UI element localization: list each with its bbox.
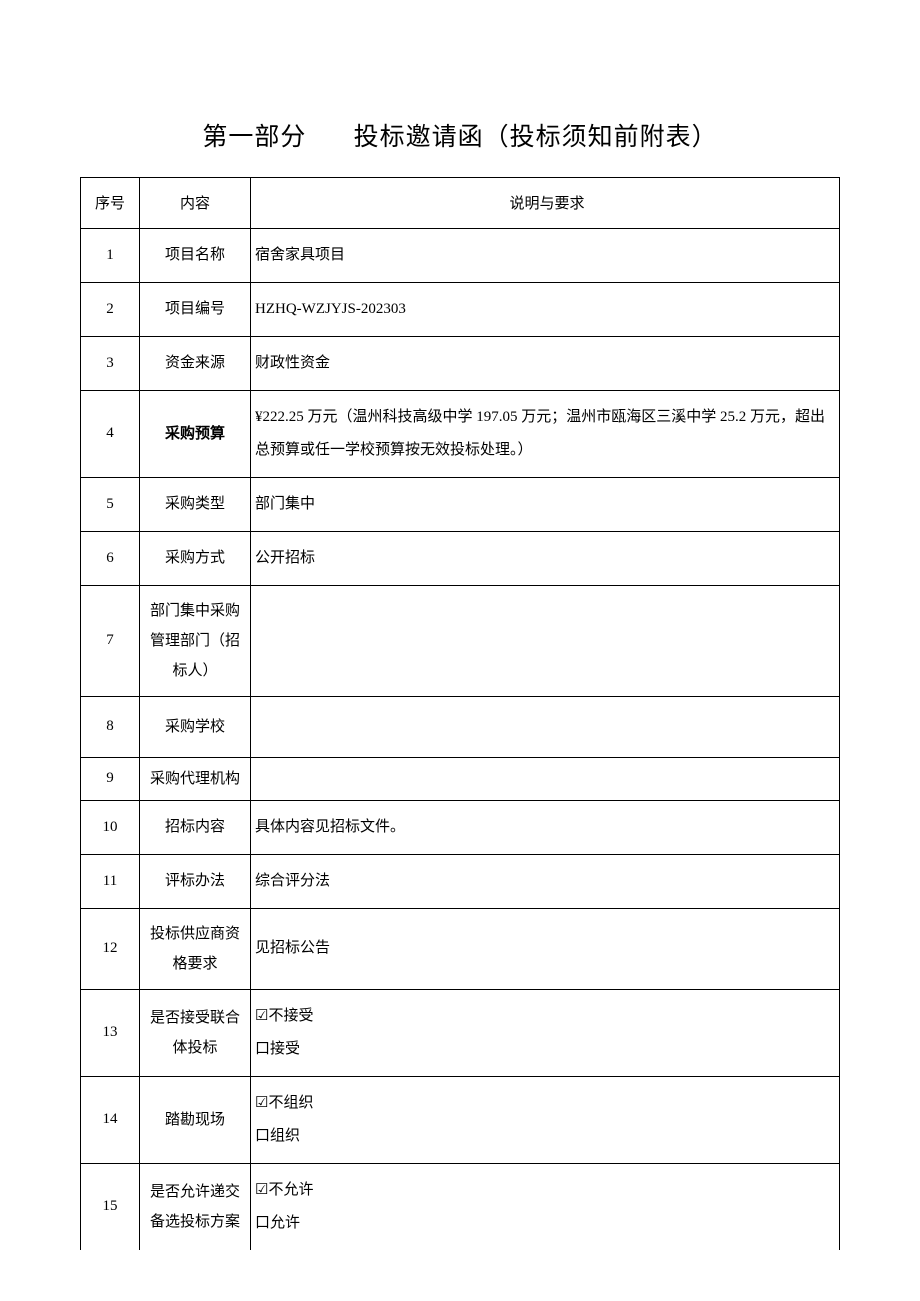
cell-label: 项目名称 xyxy=(140,228,251,282)
cell-desc: 公开招标 xyxy=(251,531,840,585)
cell-desc: 具体内容见招标文件。 xyxy=(251,800,840,854)
table-row: 6 采购方式 公开招标 xyxy=(81,531,840,585)
table-row: 13 是否接受联合体投标 ☑不接受 口接受 xyxy=(81,989,840,1076)
cell-num: 10 xyxy=(81,800,140,854)
page-title: 第一部分 投标邀请函（投标须知前附表） xyxy=(80,117,840,153)
cell-num: 11 xyxy=(81,854,140,908)
option-reject: ☑不接受 xyxy=(255,1000,835,1033)
cell-num: 9 xyxy=(81,757,140,800)
table-row: 9 采购代理机构 xyxy=(81,757,840,800)
title-part2: 投标邀请函（投标须知前附表） xyxy=(354,124,718,151)
cell-num: 15 xyxy=(81,1163,140,1250)
bid-table: 序号 内容 说明与要求 1 项目名称 宿舍家具项目 2 项目编号 HZHQ-WZ… xyxy=(80,177,840,1250)
cell-label: 采购方式 xyxy=(140,531,251,585)
cell-desc: ☑不组织 口组织 xyxy=(251,1076,840,1163)
table-row: 10 招标内容 具体内容见招标文件。 xyxy=(81,800,840,854)
table-row: 11 评标办法 综合评分法 xyxy=(81,854,840,908)
option-allow: 口允许 xyxy=(255,1207,835,1240)
option-accept: 口接受 xyxy=(255,1033,835,1066)
cell-label: 是否允许递交备选投标方案 xyxy=(140,1163,251,1250)
cell-desc: ☑不允许 口允许 xyxy=(251,1163,840,1250)
table-row: 1 项目名称 宿舍家具项目 xyxy=(81,228,840,282)
cell-label: 是否接受联合体投标 xyxy=(140,989,251,1076)
cell-desc xyxy=(251,585,840,696)
header-num: 序号 xyxy=(81,177,140,228)
cell-num: 3 xyxy=(81,336,140,390)
cell-label: 评标办法 xyxy=(140,854,251,908)
cell-label: 采购代理机构 xyxy=(140,757,251,800)
cell-num: 12 xyxy=(81,908,140,989)
table-header-row: 序号 内容 说明与要求 xyxy=(81,177,840,228)
cell-num: 8 xyxy=(81,696,140,757)
cell-label: 采购类型 xyxy=(140,477,251,531)
cell-desc: 宿舍家具项目 xyxy=(251,228,840,282)
table-row: 14 踏勘现场 ☑不组织 口组织 xyxy=(81,1076,840,1163)
table-row: 3 资金来源 财政性资金 xyxy=(81,336,840,390)
cell-desc xyxy=(251,757,840,800)
cell-label: 采购学校 xyxy=(140,696,251,757)
cell-num: 5 xyxy=(81,477,140,531)
cell-desc: 部门集中 xyxy=(251,477,840,531)
cell-desc: ☑不接受 口接受 xyxy=(251,989,840,1076)
option-no-organize: ☑不组织 xyxy=(255,1087,835,1120)
cell-desc: 综合评分法 xyxy=(251,854,840,908)
cell-label: 招标内容 xyxy=(140,800,251,854)
cell-num: 13 xyxy=(81,989,140,1076)
cell-desc: 见招标公告 xyxy=(251,908,840,989)
cell-desc: HZHQ-WZJYJS-202303 xyxy=(251,282,840,336)
document-page: 第一部分 投标邀请函（投标须知前附表） 序号 内容 说明与要求 1 项目名称 宿… xyxy=(0,0,920,1300)
cell-num: 6 xyxy=(81,531,140,585)
cell-desc: ¥222.25 万元（温州科技高级中学 197.05 万元；温州市瓯海区三溪中学… xyxy=(251,390,840,477)
cell-num: 14 xyxy=(81,1076,140,1163)
header-desc: 说明与要求 xyxy=(251,177,840,228)
cell-label: 采购预算 xyxy=(140,390,251,477)
cell-label: 投标供应商资格要求 xyxy=(140,908,251,989)
cell-desc: 财政性资金 xyxy=(251,336,840,390)
option-not-allow: ☑不允许 xyxy=(255,1174,835,1207)
cell-desc xyxy=(251,696,840,757)
table-row: 8 采购学校 xyxy=(81,696,840,757)
table-row: 5 采购类型 部门集中 xyxy=(81,477,840,531)
table-row: 7 部门集中采购管理部门（招标人） xyxy=(81,585,840,696)
option-organize: 口组织 xyxy=(255,1120,835,1153)
cell-num: 7 xyxy=(81,585,140,696)
header-label: 内容 xyxy=(140,177,251,228)
cell-label: 资金来源 xyxy=(140,336,251,390)
title-part1: 第一部分 xyxy=(202,117,306,153)
cell-label: 部门集中采购管理部门（招标人） xyxy=(140,585,251,696)
table-row: 4 采购预算 ¥222.25 万元（温州科技高级中学 197.05 万元；温州市… xyxy=(81,390,840,477)
cell-num: 4 xyxy=(81,390,140,477)
cell-label: 踏勘现场 xyxy=(140,1076,251,1163)
cell-num: 1 xyxy=(81,228,140,282)
table-row: 15 是否允许递交备选投标方案 ☑不允许 口允许 xyxy=(81,1163,840,1250)
table-row: 12 投标供应商资格要求 见招标公告 xyxy=(81,908,840,989)
cell-label: 项目编号 xyxy=(140,282,251,336)
cell-num: 2 xyxy=(81,282,140,336)
table-row: 2 项目编号 HZHQ-WZJYJS-202303 xyxy=(81,282,840,336)
